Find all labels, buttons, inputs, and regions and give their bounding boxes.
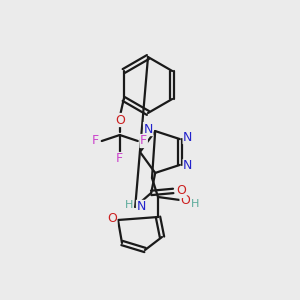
Text: H: H: [191, 199, 199, 209]
Text: N: N: [183, 130, 193, 144]
Text: N: N: [143, 123, 153, 136]
Text: F: F: [116, 152, 123, 166]
Text: F: F: [140, 134, 147, 148]
Text: O: O: [176, 184, 186, 197]
Text: H: H: [125, 200, 134, 210]
Text: O: O: [107, 212, 117, 226]
Text: F: F: [92, 134, 99, 148]
Text: O: O: [115, 113, 125, 127]
Text: O: O: [180, 194, 190, 206]
Text: N: N: [136, 200, 146, 213]
Text: N: N: [183, 159, 193, 172]
